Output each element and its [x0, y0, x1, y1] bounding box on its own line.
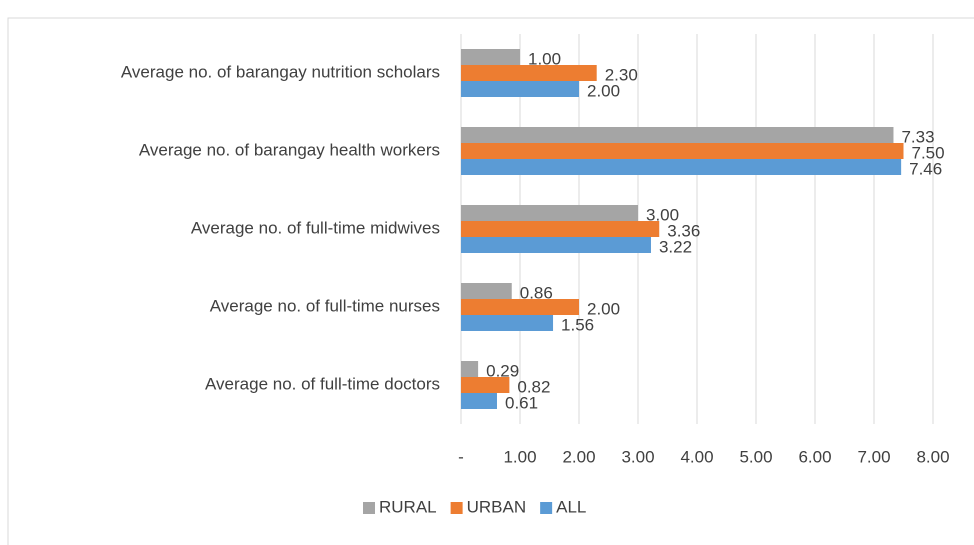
data-label: 3.22	[659, 237, 692, 256]
x-tick-label: 5.00	[739, 447, 772, 466]
data-label: 2.00	[587, 81, 620, 100]
chart-border	[7, 17, 974, 545]
data-label: 2.30	[605, 65, 638, 84]
bar	[461, 127, 894, 143]
legend-label: ALL	[556, 497, 586, 516]
data-label: 0.61	[505, 393, 538, 412]
bar	[461, 315, 554, 331]
legend-label: URBAN	[467, 497, 527, 516]
legend-swatch	[363, 502, 375, 514]
bar	[461, 205, 638, 221]
x-tick-label: 3.00	[621, 447, 654, 466]
data-label: 7.33	[901, 127, 934, 146]
x-tick-label: -	[458, 447, 464, 466]
bar	[461, 377, 510, 393]
data-label: 1.56	[561, 315, 594, 334]
data-label: 0.86	[520, 283, 553, 302]
legend-swatch	[450, 502, 463, 514]
x-tick-label: 1.00	[503, 447, 536, 466]
x-tick-label: 4.00	[680, 447, 713, 466]
bar	[461, 361, 479, 377]
category-label: Average no. of barangay nutrition schola…	[121, 62, 440, 81]
legend-swatch	[540, 502, 553, 514]
x-tick-label: 7.00	[857, 447, 890, 466]
data-label: 0.29	[486, 361, 519, 380]
bar	[461, 221, 660, 237]
bar	[461, 159, 902, 175]
category-label: Average no. of full-time doctors	[205, 374, 440, 393]
bar	[461, 81, 579, 97]
data-label: 7.50	[912, 143, 945, 162]
bar	[461, 283, 512, 299]
data-label: 7.46	[909, 159, 942, 178]
category-label: Average no. of full-time midwives	[191, 218, 440, 237]
x-tick-label: 8.00	[916, 447, 949, 466]
legend-label: RURAL	[379, 497, 437, 516]
bar	[461, 237, 651, 253]
bar	[461, 49, 520, 65]
category-label: Average no. of barangay health workers	[139, 140, 440, 159]
category-label: Average no. of full-time nurses	[210, 296, 440, 315]
bar	[461, 65, 597, 81]
data-label: 3.00	[646, 205, 679, 224]
bar	[461, 393, 497, 409]
data-label: 1.00	[528, 49, 561, 68]
data-label: 3.36	[667, 221, 700, 240]
x-tick-label: 2.00	[562, 447, 595, 466]
x-tick-label: 6.00	[798, 447, 831, 466]
data-label: 0.82	[517, 377, 550, 396]
data-label: 2.00	[587, 299, 620, 318]
bar	[461, 299, 579, 315]
bar	[461, 143, 904, 159]
